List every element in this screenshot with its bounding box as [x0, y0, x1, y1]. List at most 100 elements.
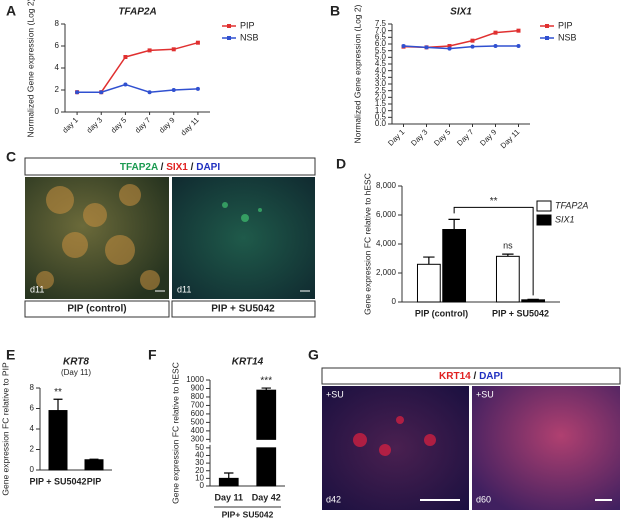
- caption: PIP (control): [67, 304, 126, 315]
- annotation: ns: [503, 241, 513, 251]
- y-axis-label: Gene expression FC relative to PIP: [0, 362, 10, 496]
- x-tick-label: day 1: [61, 115, 80, 134]
- point: [493, 44, 498, 48]
- error-bar: [53, 398, 63, 411]
- y-tick-label: 300: [191, 434, 205, 443]
- legend-marker: [545, 24, 549, 28]
- y-tick-label: 3.5: [375, 72, 387, 81]
- point: [447, 44, 452, 48]
- y-tick-label: 8,000: [376, 181, 397, 190]
- y-tick-label: 10: [195, 473, 204, 482]
- panel-label: D: [336, 156, 346, 172]
- y-tick-label: 20: [195, 466, 204, 475]
- error-bar: [502, 253, 514, 257]
- point: [424, 45, 429, 50]
- y-tick-label: 40: [195, 451, 204, 460]
- y-tick-label: 6,000: [376, 210, 397, 219]
- bar: [521, 299, 546, 303]
- legend-label: NSB: [240, 32, 259, 42]
- y-tick-label: 4.0: [375, 66, 387, 75]
- cells: [36, 184, 160, 290]
- line: [77, 41, 199, 93]
- chart-title: SIX1: [450, 7, 472, 18]
- day-label: d42: [326, 494, 341, 504]
- x-tick-label: day 11: [179, 115, 201, 137]
- chart-title: TFAP2A: [118, 7, 156, 18]
- panel-label: B: [330, 3, 340, 19]
- point: [195, 86, 200, 91]
- x-tick-label: Day 11: [214, 492, 243, 502]
- y-tick-label: 50: [195, 443, 204, 452]
- y-tick-label: 0: [392, 297, 397, 306]
- x-tick-label: day 3: [85, 115, 104, 134]
- legend-label: PIP: [240, 20, 255, 30]
- day-label: d60: [476, 494, 491, 504]
- y-axis-label: Gene expression FC relative to hESC: [170, 362, 180, 504]
- point: [171, 47, 176, 52]
- bar: [48, 410, 68, 471]
- bar: [256, 447, 277, 487]
- panel-label: G: [308, 347, 319, 363]
- y-tick-label: 2: [30, 445, 35, 454]
- treatment-tag: +SU: [476, 389, 494, 399]
- legend-swatch: [536, 200, 552, 212]
- y-tick-label: 2,000: [376, 268, 397, 277]
- bar: [442, 229, 467, 303]
- panel-label: A: [6, 3, 16, 19]
- chart-subtitle: (Day 11): [61, 368, 91, 377]
- legend-label: SIX1: [555, 214, 575, 224]
- y-tick-label: 6: [30, 404, 35, 413]
- caption: PIP + SU5042: [211, 304, 275, 315]
- x-tick-label: Day 7: [455, 127, 475, 147]
- micrograph: [472, 386, 620, 510]
- y-axis-label: Normalized Gene expression (Log 2): [25, 0, 35, 137]
- x-tick-label: PIP + SU5042: [29, 476, 86, 486]
- point: [171, 88, 176, 92]
- x-tick-label: Day 5: [432, 127, 452, 147]
- caption-box: [24, 300, 170, 318]
- point: [493, 30, 498, 35]
- legend-swatch: [536, 214, 552, 226]
- y-tick-label: 4.5: [375, 59, 387, 68]
- y-tick-label: 0.5: [375, 112, 387, 121]
- error-bar: [224, 472, 234, 479]
- image-header: TFAP2A / SIX1 / DAPI: [120, 162, 220, 173]
- point: [516, 28, 521, 33]
- y-tick-label: 7.5: [375, 19, 387, 28]
- y-tick-label: 4: [55, 63, 60, 72]
- y-tick-label: 400: [191, 426, 205, 435]
- point: [99, 90, 104, 95]
- x-tick-label: PIP + SU5042: [492, 308, 549, 318]
- x-tick-label: Day 9: [478, 127, 498, 147]
- y-tick-label: 500: [191, 418, 205, 427]
- annotation: **: [490, 196, 498, 207]
- line: [77, 83, 198, 93]
- header-box: [321, 367, 621, 385]
- error-bar: [423, 256, 435, 265]
- error-bar: [89, 458, 99, 460]
- x-tick-label: day 7: [133, 115, 152, 134]
- y-tick-label: 0: [55, 107, 60, 116]
- x-tick-label: Day 11: [499, 127, 522, 150]
- legend-label: NSB: [558, 32, 577, 42]
- point: [123, 82, 128, 87]
- y-tick-label: 7.0: [375, 26, 387, 35]
- y-tick-label: 2: [55, 85, 60, 94]
- chart-title: KRT14: [232, 357, 264, 368]
- y-tick-label: 0: [30, 465, 35, 474]
- x-tick-label: Day 1: [386, 127, 406, 147]
- y-tick-label: 700: [191, 401, 205, 410]
- point: [516, 44, 521, 48]
- y-tick-label: 600: [191, 409, 205, 418]
- significance-bracket: [453, 206, 534, 296]
- y-tick-label: 6.0: [375, 39, 387, 48]
- legend-label: TFAP2A: [555, 200, 588, 210]
- point: [470, 38, 475, 43]
- y-axis-label: Normalized Gene expression (Log 2): [352, 4, 362, 143]
- micrograph: [322, 386, 469, 510]
- point: [147, 90, 152, 95]
- y-tick-label: 800: [191, 392, 205, 401]
- x-tick-label: day 5: [109, 115, 128, 134]
- annotation: ***: [260, 376, 272, 387]
